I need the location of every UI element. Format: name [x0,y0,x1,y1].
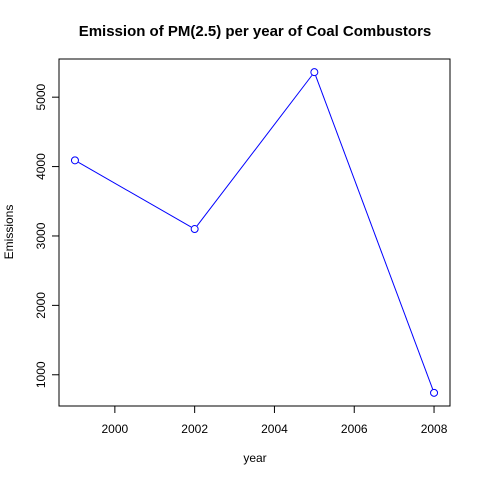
x-tick-label: 2006 [341,422,368,436]
plot-area [58,58,451,407]
series-line-segment [78,161,192,228]
x-tick-label: 2000 [102,422,129,436]
y-tick-label: 5000 [34,84,48,111]
data-point [310,68,319,77]
series-line-segment [196,75,313,227]
chart-title: Emission of PM(2.5) per year of Coal Com… [79,23,432,40]
data-point [430,388,439,397]
x-axis: 2000 2002 2004 2006 2008 [102,405,448,436]
series-group [70,68,439,397]
data-point [190,225,199,234]
x-tick-label: 2004 [261,422,288,436]
x-axis-label: year [243,451,266,465]
y-tick-label: 4000 [34,153,48,180]
y-tick-label: 1000 [34,361,48,388]
series-line-segment [315,75,434,390]
x-tick-label: 2002 [181,422,208,436]
data-point [70,156,79,165]
y-tick-label: 2000 [34,292,48,319]
y-tick-label: 3000 [34,222,48,249]
y-axis-label: Emissions [2,205,16,260]
x-tick-label: 2008 [421,422,448,436]
y-axis: 1000 2000 3000 4000 5000 [34,84,60,388]
